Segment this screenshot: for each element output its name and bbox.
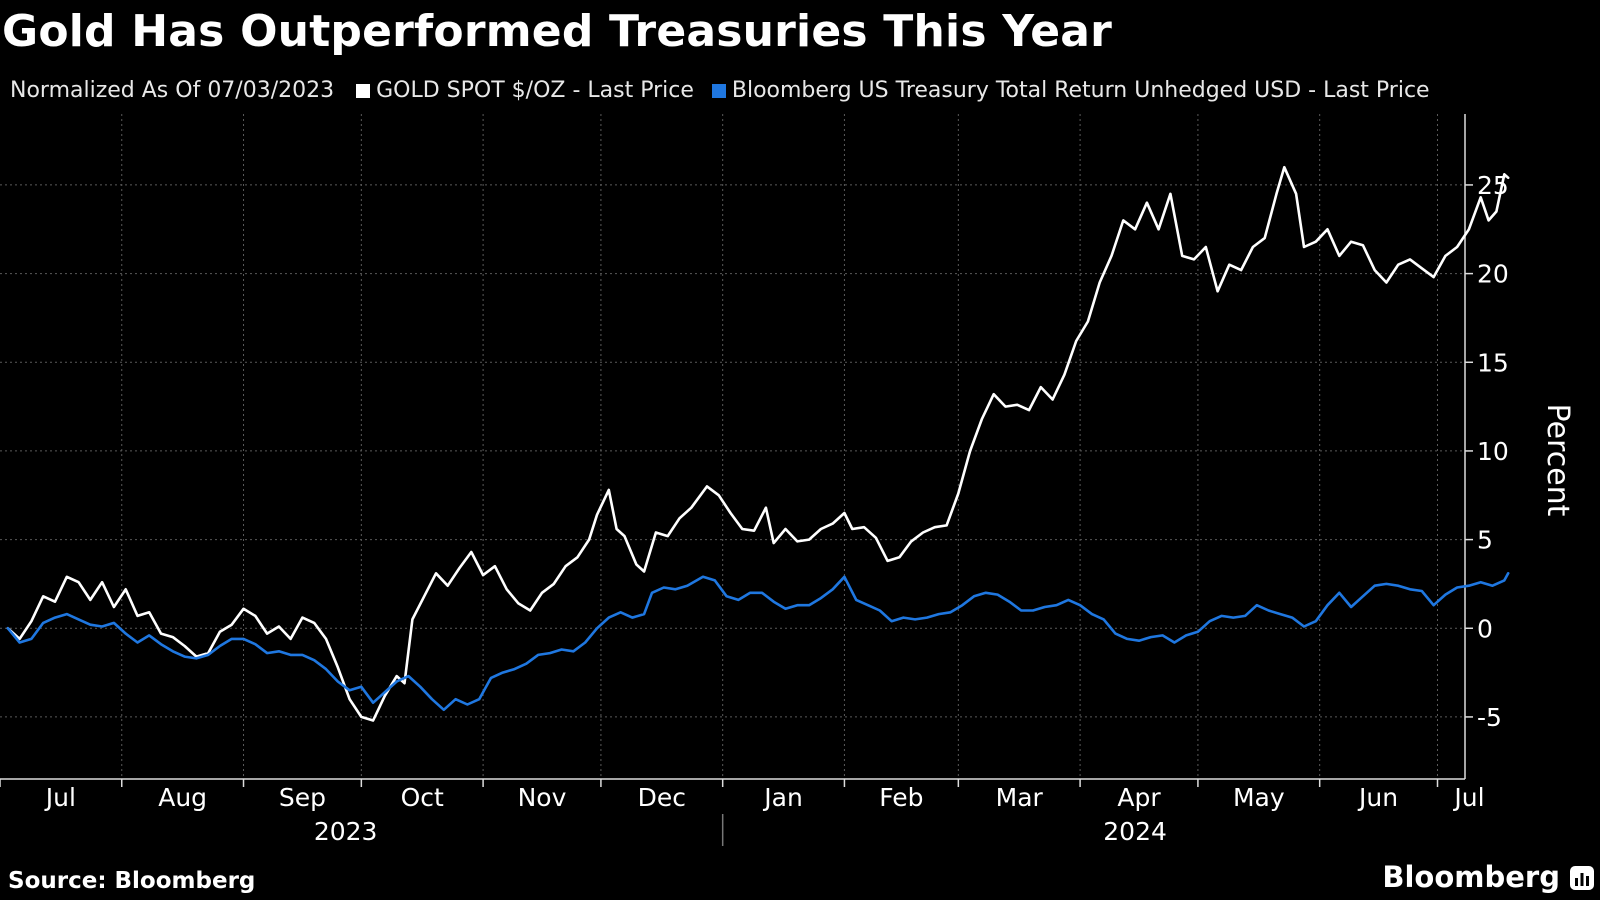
x-tick-label: Jun [1357,783,1398,812]
y-axis-label: Percent [1540,404,1575,517]
legend-label-gold: GOLD SPOT $/OZ - Last Price [376,78,694,103]
grid [0,114,1465,779]
x-tick-label: Oct [401,783,444,812]
x-tick-label: Dec [638,783,686,812]
bloomberg-bars-icon [1570,866,1594,890]
series-lines [6,165,1510,722]
y-tick-label: 20 [1477,260,1509,289]
x-tick-label: Sep [279,783,326,812]
x-year-label: 2023 [314,817,378,846]
x-tick-label: Jul [1452,783,1484,812]
x-year-label: 2024 [1103,817,1167,846]
y-tick-label: 0 [1477,614,1493,643]
gold-series-line [6,165,1510,722]
legend-swatch-gold [356,83,371,98]
x-tick-label: Jan [762,783,803,812]
chart-title: Gold Has Outperformed Treasuries This Ye… [2,6,1113,57]
legend: Normalized As Of 07/03/2023 GOLD SPOT $/… [10,78,1430,103]
brand-logo-text: Bloomberg [1382,860,1560,894]
source-note: Source: Bloomberg [8,868,256,894]
treasury-series-line [6,572,1510,712]
legend-label-treasury: Bloomberg US Treasury Total Return Unhed… [731,78,1430,103]
y-tick-label: 10 [1477,437,1509,466]
legend-swatch-treasury [711,83,726,98]
x-tick-label: Apr [1117,783,1161,812]
legend-item-treasury: Bloomberg US Treasury Total Return Unhed… [711,78,1430,103]
x-tick-label: Aug [158,783,207,812]
x-tick-label: Feb [879,783,923,812]
legend-item-gold: GOLD SPOT $/OZ - Last Price [356,78,694,103]
x-tick-label: Nov [518,783,567,812]
x-tick-label: Jul [44,783,76,812]
y-tick-label: 5 [1477,526,1493,555]
legend-note: Normalized As Of 07/03/2023 [10,78,335,103]
x-tick-label: Mar [996,783,1044,812]
x-tick-label: May [1233,783,1285,812]
y-tick-label: -5 [1477,703,1502,732]
y-tick-label: 15 [1477,348,1509,377]
